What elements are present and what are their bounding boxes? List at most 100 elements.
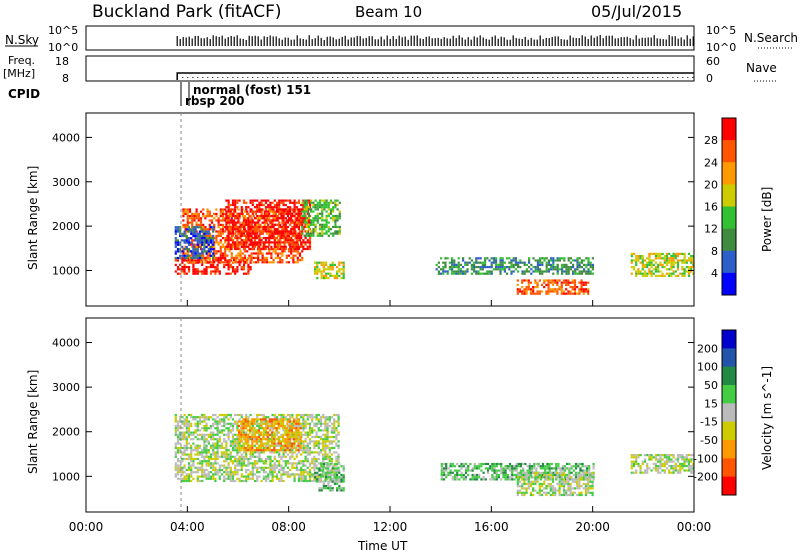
heatmap-cell	[249, 221, 252, 224]
heatmap-cell	[583, 270, 586, 273]
heatmap-cell	[240, 268, 243, 271]
heatmap-cell	[501, 268, 504, 271]
heatmap-cell	[630, 252, 633, 255]
heatmap-cell	[268, 239, 271, 242]
heatmap-cell	[210, 243, 214, 246]
heatmap-cell	[221, 261, 225, 264]
heatmap-cell	[201, 250, 204, 253]
heatmap-cell	[246, 446, 249, 450]
heatmap-cell	[284, 429, 287, 432]
heatmap-cell	[249, 444, 252, 447]
heatmap-cell	[219, 248, 222, 251]
heatmap-cell	[289, 212, 292, 215]
heatmap-cell	[238, 444, 241, 447]
heatmap-cell	[258, 236, 261, 240]
heatmap-cell	[217, 261, 220, 264]
heatmap-cell	[289, 413, 292, 417]
heatmap-cell	[310, 208, 313, 211]
heatmap-cell	[205, 453, 208, 456]
heatmap-cell	[543, 259, 546, 262]
heatmap-cell	[174, 243, 177, 246]
heatmap-cell	[545, 292, 548, 295]
heatmap-cell	[278, 477, 281, 480]
heatmap-cell	[327, 467, 330, 470]
heatmap-cell	[681, 274, 684, 277]
heatmap-cell	[269, 468, 272, 472]
heatmap-cell	[451, 471, 454, 474]
heatmap-cell	[641, 261, 644, 264]
heatmap-cell	[550, 268, 553, 271]
heatmap-cell	[220, 418, 224, 421]
heatmap-cell	[486, 462, 490, 466]
heatmap-cell	[335, 464, 338, 467]
heatmap-cell	[274, 252, 277, 255]
heatmap-cell	[174, 427, 177, 430]
nave-sample	[422, 77, 424, 78]
heatmap-cell	[303, 210, 306, 213]
heatmap-cell	[279, 418, 282, 421]
heatmap-cell	[212, 259, 215, 262]
heatmap-cell	[176, 266, 180, 269]
heatmap-cell	[209, 239, 213, 242]
heatmap-cell	[247, 206, 250, 209]
heatmap-cell	[497, 268, 500, 271]
heatmap-cell	[300, 479, 303, 483]
heatmap-cell	[247, 236, 250, 240]
heatmap-cell	[223, 429, 226, 432]
heatmap-cell	[291, 462, 294, 465]
heatmap-cell	[654, 268, 658, 271]
heatmap-cell	[534, 281, 537, 284]
heatmap-cell	[196, 243, 199, 246]
heatmap-cell	[295, 245, 298, 248]
heatmap-cell	[340, 272, 343, 275]
heatmap-cell	[234, 228, 237, 231]
heatmap-cell	[244, 440, 247, 443]
heatmap-cell	[646, 266, 649, 269]
heatmap-cell	[268, 433, 271, 436]
heatmap-cell	[229, 232, 232, 235]
heatmap-cell	[174, 429, 177, 432]
heatmap-cell	[302, 245, 305, 248]
heatmap-cell	[257, 444, 260, 447]
heatmap-cell	[239, 256, 242, 259]
heatmap-cell	[246, 217, 249, 220]
heatmap-cell	[690, 261, 693, 264]
heatmap-cell	[307, 214, 311, 218]
heatmap-cell	[295, 427, 298, 430]
heatmap-cell	[308, 247, 312, 251]
heatmap-cell	[329, 473, 332, 477]
heatmap-cell	[325, 199, 328, 202]
heatmap-cell	[234, 420, 237, 423]
heatmap-cell	[254, 212, 258, 215]
heatmap-cell	[231, 449, 235, 452]
heatmap-cell	[307, 208, 311, 211]
heatmap-cell	[587, 290, 590, 293]
heatmap-cell	[234, 206, 237, 209]
heatmap-cell	[203, 440, 206, 443]
heatmap-cell	[284, 440, 287, 443]
heatmap-cell	[284, 433, 287, 436]
heatmap-cell	[234, 232, 237, 235]
heatmap-cell	[219, 219, 222, 222]
heatmap-cell	[281, 254, 284, 257]
heatmap-cell	[214, 413, 217, 417]
heatmap-cell	[225, 416, 228, 419]
heatmap-cell	[203, 270, 206, 273]
heatmap-cell	[273, 462, 276, 465]
heatmap-cell	[235, 230, 238, 233]
heatmap-cell	[311, 460, 314, 463]
heatmap-cell	[453, 473, 457, 477]
heatmap-cell	[576, 286, 579, 289]
heatmap-cell	[305, 232, 308, 235]
heatmap-cell	[294, 217, 297, 220]
heatmap-cell	[273, 236, 276, 240]
heatmap-cell	[488, 259, 491, 262]
heatmap-cell	[322, 444, 325, 447]
heatmap-cell	[512, 266, 515, 269]
heatmap-cell	[209, 431, 213, 434]
heatmap-cell	[247, 225, 250, 229]
heatmap-cell	[464, 462, 468, 466]
heatmap-cell	[482, 478, 485, 481]
heatmap-cell	[228, 212, 231, 215]
heatmap-cell	[297, 228, 301, 231]
